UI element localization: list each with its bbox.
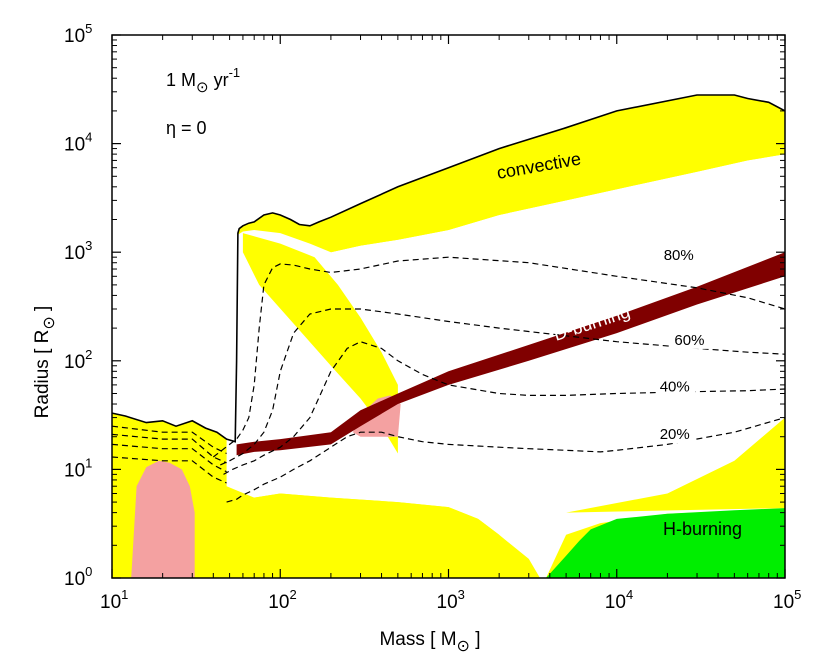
y-tick-label: 103 <box>64 238 92 264</box>
y-tick-label: 104 <box>64 130 92 156</box>
y-tick-label: 100 <box>64 564 92 590</box>
eta-annotation: η = 0 <box>166 118 207 138</box>
stellar-radius-line <box>112 94 785 443</box>
convective-tongue <box>242 233 398 454</box>
contour-pre-break-4 <box>112 456 227 484</box>
x-tick-label: 102 <box>268 587 296 613</box>
y-axis-label: Radius [ R⊙ ] <box>32 306 58 419</box>
h-burning-label: H-burning <box>663 519 742 539</box>
plot-area: 20% 40% 60% 80% <box>112 94 785 578</box>
h-burning-region <box>546 508 785 578</box>
x-tick-label: 101 <box>100 587 128 613</box>
contour-pre-break-2 <box>112 433 227 464</box>
x-tick-label: 104 <box>605 587 633 613</box>
contour-80 <box>212 256 785 458</box>
y-tick-label: 101 <box>64 455 92 481</box>
contour-label-80: 80% <box>664 247 694 264</box>
contour-40 <box>223 341 785 475</box>
contour-label-60: 60% <box>674 332 704 349</box>
y-tick-label: 102 <box>64 347 92 373</box>
contour-label-bg-40 <box>655 377 696 396</box>
contour-label-bg-20 <box>655 425 696 444</box>
convective-wedge <box>566 417 785 513</box>
x-tick-label: 103 <box>437 587 465 613</box>
contour-pre-break-3 <box>112 443 227 473</box>
convective-envelope-band <box>330 100 785 253</box>
pink-region-1 <box>131 460 195 578</box>
x-axis-label: Mass [ M⊙ ] <box>379 629 480 655</box>
x-tick-label: 105 <box>773 587 801 613</box>
y-tick-label: 105 <box>64 21 92 47</box>
d-burning-region <box>236 252 785 456</box>
contour-label-40: 40% <box>660 379 690 396</box>
contour-label-bg-80 <box>659 245 700 264</box>
contour-20 <box>226 417 785 503</box>
tick-marks <box>111 34 786 579</box>
contour-label-bg-60 <box>670 330 711 349</box>
accretion-rate-annotation: 1 M⊙ yr-1 <box>166 65 240 96</box>
contour-60 <box>220 308 785 466</box>
convective-core-band <box>112 479 540 578</box>
contour-pre-break-1 <box>112 425 227 455</box>
contour-label-20: 20% <box>660 426 690 443</box>
